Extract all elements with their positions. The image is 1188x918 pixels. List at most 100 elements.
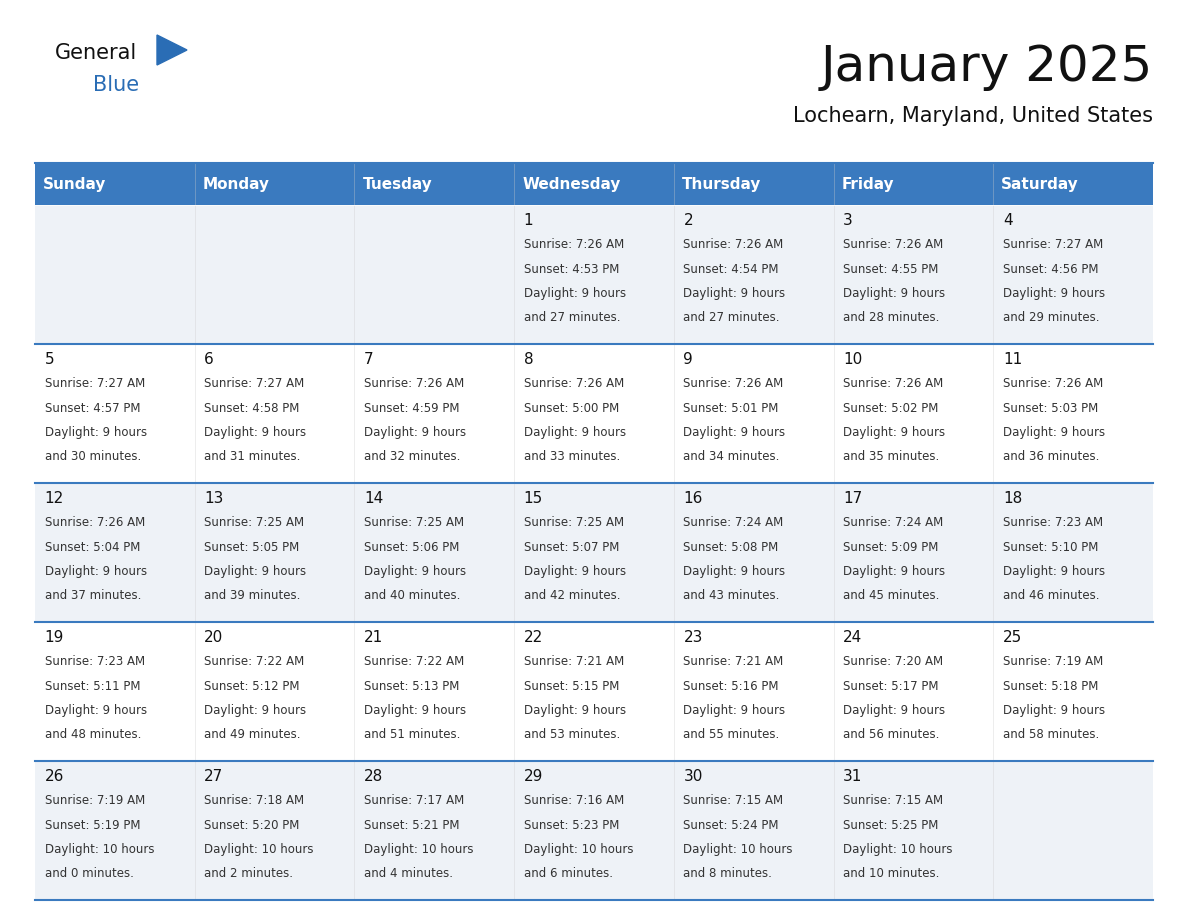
Text: Daylight: 9 hours: Daylight: 9 hours	[683, 287, 785, 300]
Text: and 27 minutes.: and 27 minutes.	[524, 311, 620, 324]
Text: and 27 minutes.: and 27 minutes.	[683, 311, 781, 324]
Text: Sunrise: 7:26 AM: Sunrise: 7:26 AM	[45, 516, 145, 530]
Text: Sunset: 5:23 PM: Sunset: 5:23 PM	[524, 819, 619, 832]
Text: Sunrise: 7:26 AM: Sunrise: 7:26 AM	[843, 239, 943, 252]
Text: 9: 9	[683, 353, 693, 367]
Text: Sunrise: 7:26 AM: Sunrise: 7:26 AM	[683, 377, 784, 390]
Text: Sunset: 4:57 PM: Sunset: 4:57 PM	[45, 402, 140, 415]
FancyBboxPatch shape	[34, 622, 1154, 761]
Text: 30: 30	[683, 769, 703, 784]
Text: Daylight: 9 hours: Daylight: 9 hours	[204, 704, 307, 717]
Text: 27: 27	[204, 769, 223, 784]
Text: Sunset: 5:02 PM: Sunset: 5:02 PM	[843, 402, 939, 415]
Text: Daylight: 9 hours: Daylight: 9 hours	[843, 426, 946, 439]
Text: and 53 minutes.: and 53 minutes.	[524, 728, 620, 742]
Text: and 58 minutes.: and 58 minutes.	[1003, 728, 1099, 742]
Text: 8: 8	[524, 353, 533, 367]
Text: Sunset: 5:09 PM: Sunset: 5:09 PM	[843, 541, 939, 554]
Text: and 37 minutes.: and 37 minutes.	[45, 589, 141, 602]
Text: and 8 minutes.: and 8 minutes.	[683, 868, 772, 880]
Text: and 46 minutes.: and 46 minutes.	[1003, 589, 1099, 602]
Text: Sunrise: 7:26 AM: Sunrise: 7:26 AM	[364, 377, 465, 390]
Text: Monday: Monday	[203, 176, 270, 192]
Text: Daylight: 9 hours: Daylight: 9 hours	[843, 565, 946, 578]
Text: Daylight: 9 hours: Daylight: 9 hours	[1003, 565, 1105, 578]
Text: Tuesday: Tuesday	[362, 176, 432, 192]
Text: Sunrise: 7:23 AM: Sunrise: 7:23 AM	[1003, 516, 1102, 530]
Text: 31: 31	[843, 769, 862, 784]
Text: and 31 minutes.: and 31 minutes.	[204, 451, 301, 464]
Text: Thursday: Thursday	[682, 176, 762, 192]
Text: 1: 1	[524, 213, 533, 229]
Text: Daylight: 9 hours: Daylight: 9 hours	[524, 565, 626, 578]
Text: Daylight: 9 hours: Daylight: 9 hours	[683, 426, 785, 439]
Text: Sunset: 4:56 PM: Sunset: 4:56 PM	[1003, 263, 1099, 275]
Text: Daylight: 9 hours: Daylight: 9 hours	[204, 565, 307, 578]
Text: Daylight: 10 hours: Daylight: 10 hours	[45, 843, 154, 856]
Text: 18: 18	[1003, 491, 1022, 507]
Text: and 42 minutes.: and 42 minutes.	[524, 589, 620, 602]
Text: and 45 minutes.: and 45 minutes.	[843, 589, 940, 602]
Text: Daylight: 9 hours: Daylight: 9 hours	[683, 565, 785, 578]
Text: General: General	[55, 43, 138, 63]
Text: and 39 minutes.: and 39 minutes.	[204, 589, 301, 602]
Text: Sunrise: 7:26 AM: Sunrise: 7:26 AM	[524, 239, 624, 252]
Text: Sunday: Sunday	[43, 176, 107, 192]
Text: Sunset: 5:24 PM: Sunset: 5:24 PM	[683, 819, 779, 832]
Text: 7: 7	[364, 353, 374, 367]
Text: Daylight: 9 hours: Daylight: 9 hours	[45, 704, 146, 717]
Text: and 33 minutes.: and 33 minutes.	[524, 451, 620, 464]
Text: and 4 minutes.: and 4 minutes.	[364, 868, 453, 880]
Text: Sunrise: 7:26 AM: Sunrise: 7:26 AM	[683, 239, 784, 252]
Text: Sunset: 5:00 PM: Sunset: 5:00 PM	[524, 402, 619, 415]
Text: Daylight: 10 hours: Daylight: 10 hours	[843, 843, 953, 856]
Text: and 55 minutes.: and 55 minutes.	[683, 728, 779, 742]
Text: Sunrise: 7:15 AM: Sunrise: 7:15 AM	[683, 794, 784, 807]
Text: Daylight: 9 hours: Daylight: 9 hours	[45, 565, 146, 578]
FancyBboxPatch shape	[34, 163, 1154, 205]
Text: 24: 24	[843, 631, 862, 645]
Text: Sunset: 5:11 PM: Sunset: 5:11 PM	[45, 679, 140, 693]
Text: 29: 29	[524, 769, 543, 784]
Text: Daylight: 9 hours: Daylight: 9 hours	[843, 704, 946, 717]
Text: Sunset: 4:58 PM: Sunset: 4:58 PM	[204, 402, 299, 415]
Text: and 48 minutes.: and 48 minutes.	[45, 728, 141, 742]
Text: 11: 11	[1003, 353, 1022, 367]
Text: and 2 minutes.: and 2 minutes.	[204, 868, 293, 880]
Text: Sunset: 5:01 PM: Sunset: 5:01 PM	[683, 402, 779, 415]
Text: and 40 minutes.: and 40 minutes.	[364, 589, 461, 602]
Text: and 30 minutes.: and 30 minutes.	[45, 451, 141, 464]
Text: Sunrise: 7:21 AM: Sunrise: 7:21 AM	[683, 655, 784, 668]
Text: Daylight: 10 hours: Daylight: 10 hours	[524, 843, 633, 856]
Text: Wednesday: Wednesday	[523, 176, 620, 192]
Text: Daylight: 9 hours: Daylight: 9 hours	[364, 704, 466, 717]
Text: and 10 minutes.: and 10 minutes.	[843, 868, 940, 880]
Text: 12: 12	[45, 491, 64, 507]
Text: 2: 2	[683, 213, 693, 229]
Text: and 34 minutes.: and 34 minutes.	[683, 451, 779, 464]
Text: Daylight: 10 hours: Daylight: 10 hours	[204, 843, 314, 856]
Text: Sunrise: 7:22 AM: Sunrise: 7:22 AM	[364, 655, 465, 668]
FancyBboxPatch shape	[34, 205, 1154, 344]
Text: 19: 19	[45, 631, 64, 645]
Text: Sunrise: 7:25 AM: Sunrise: 7:25 AM	[364, 516, 465, 530]
Text: 3: 3	[843, 213, 853, 229]
Text: Sunset: 5:06 PM: Sunset: 5:06 PM	[364, 541, 460, 554]
Text: 20: 20	[204, 631, 223, 645]
FancyBboxPatch shape	[34, 761, 1154, 900]
Text: Sunset: 5:12 PM: Sunset: 5:12 PM	[204, 679, 299, 693]
Text: and 35 minutes.: and 35 minutes.	[843, 451, 940, 464]
Text: Sunset: 5:21 PM: Sunset: 5:21 PM	[364, 819, 460, 832]
Text: Daylight: 9 hours: Daylight: 9 hours	[524, 287, 626, 300]
Text: Sunrise: 7:26 AM: Sunrise: 7:26 AM	[1003, 377, 1104, 390]
Text: and 56 minutes.: and 56 minutes.	[843, 728, 940, 742]
Text: Daylight: 9 hours: Daylight: 9 hours	[204, 426, 307, 439]
Text: and 43 minutes.: and 43 minutes.	[683, 589, 779, 602]
Text: Sunset: 4:55 PM: Sunset: 4:55 PM	[843, 263, 939, 275]
Text: Sunset: 5:17 PM: Sunset: 5:17 PM	[843, 679, 939, 693]
Text: Blue: Blue	[93, 75, 139, 95]
Text: Sunrise: 7:23 AM: Sunrise: 7:23 AM	[45, 655, 145, 668]
Text: Sunrise: 7:27 AM: Sunrise: 7:27 AM	[45, 377, 145, 390]
Text: Sunset: 5:04 PM: Sunset: 5:04 PM	[45, 541, 140, 554]
Text: Sunset: 4:53 PM: Sunset: 4:53 PM	[524, 263, 619, 275]
